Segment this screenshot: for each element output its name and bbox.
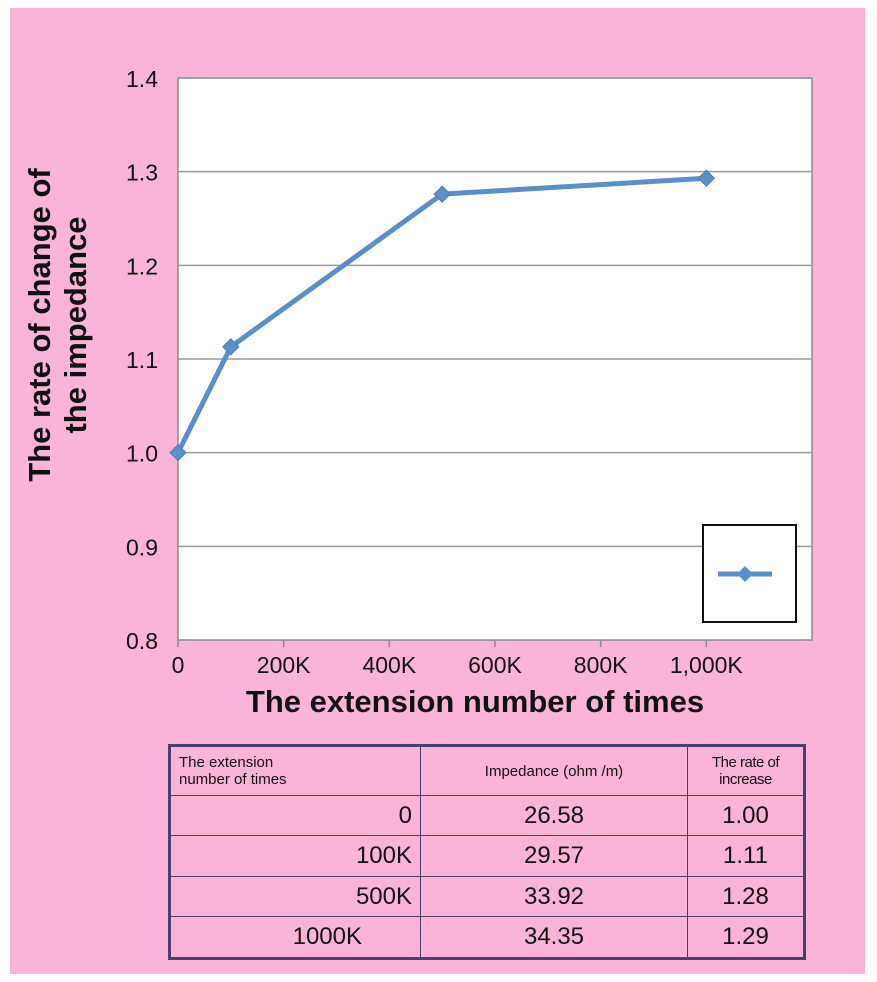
- cell-rate: 1.28: [687, 875, 805, 918]
- table-row: 500K 33.92 1.28: [169, 875, 805, 918]
- x-axis-ticks: 0 200K 400K 600K 800K 1,000K: [172, 640, 744, 678]
- table-header-row: The extension number of times Impedance (…: [169, 745, 805, 796]
- data-point-marker: [169, 443, 187, 462]
- line-chart: 0.8 0.9 1.0 1.1 1.2 1.3 1.4 0 200K 400K 600K 800K 1…: [22, 66, 813, 719]
- cell-extension: 100K: [169, 835, 421, 877]
- series-line: [175, 175, 707, 454]
- data-point-marker: [697, 169, 716, 187]
- cell-rate: 1.11: [687, 835, 805, 877]
- gridlines: [178, 77, 812, 548]
- cell-extension: 0: [169, 794, 421, 837]
- y-axis-title-line: the impedance: [58, 216, 93, 433]
- table-row: 100K 29.57 1.11: [169, 835, 805, 877]
- cell-extension: 1000K: [169, 916, 421, 959]
- cell-impedance: 33.92: [420, 875, 688, 918]
- x-tick-label: 600K: [468, 652, 522, 678]
- cell-extension: 500K: [169, 875, 421, 918]
- cell-impedance: 26.58: [420, 794, 688, 837]
- data-table: The extension number of times Impedance (…: [168, 744, 806, 960]
- series-group: [169, 169, 716, 462]
- table-row: 0 26.58 1.00: [169, 794, 805, 837]
- y-tick-label: 1.3: [126, 160, 158, 186]
- y-tick-label: 1.2: [126, 253, 158, 279]
- data-point-marker: [222, 338, 240, 356]
- y-axis-title-line: The rate of change of: [22, 168, 57, 482]
- y-tick-label: 1.4: [126, 66, 158, 92]
- data-point-marker: [433, 185, 451, 203]
- x-tick-label: 1,000K: [670, 652, 744, 678]
- cell-impedance: 34.35: [420, 916, 688, 959]
- x-tick-label: 400K: [362, 652, 416, 678]
- header-extension-count: The extension number of times: [169, 745, 421, 796]
- legend-marker-sample: [737, 566, 753, 582]
- table-row: 1000K 34.35 1.29: [169, 916, 805, 959]
- y-tick-label: 1.0: [126, 441, 158, 467]
- y-tick-label: 0.9: [126, 534, 158, 560]
- x-axis-title: The extension number of times: [246, 684, 704, 719]
- header-line: The extension: [179, 754, 274, 771]
- legend: [702, 524, 797, 623]
- cell-impedance: 29.57: [420, 835, 688, 877]
- y-tick-label: 1.1: [126, 347, 158, 373]
- y-axis-ticks: 0.8 0.9 1.0 1.1 1.2 1.3 1.4: [126, 66, 158, 654]
- cell-rate: 1.00: [687, 794, 805, 837]
- y-axis-title: The rate of change ofthe impedance: [22, 168, 93, 482]
- header-rate-of-increase: The rate of increase: [687, 745, 805, 796]
- header-line: number of times: [179, 771, 287, 788]
- y-tick-label: 0.8: [126, 628, 158, 654]
- x-tick-label: 200K: [257, 652, 311, 678]
- cell-rate: 1.29: [687, 916, 805, 959]
- x-tick-label: 0: [172, 652, 185, 678]
- x-tick-label: 800K: [574, 652, 628, 678]
- header-impedance: Impedance (ohm /m): [420, 745, 688, 796]
